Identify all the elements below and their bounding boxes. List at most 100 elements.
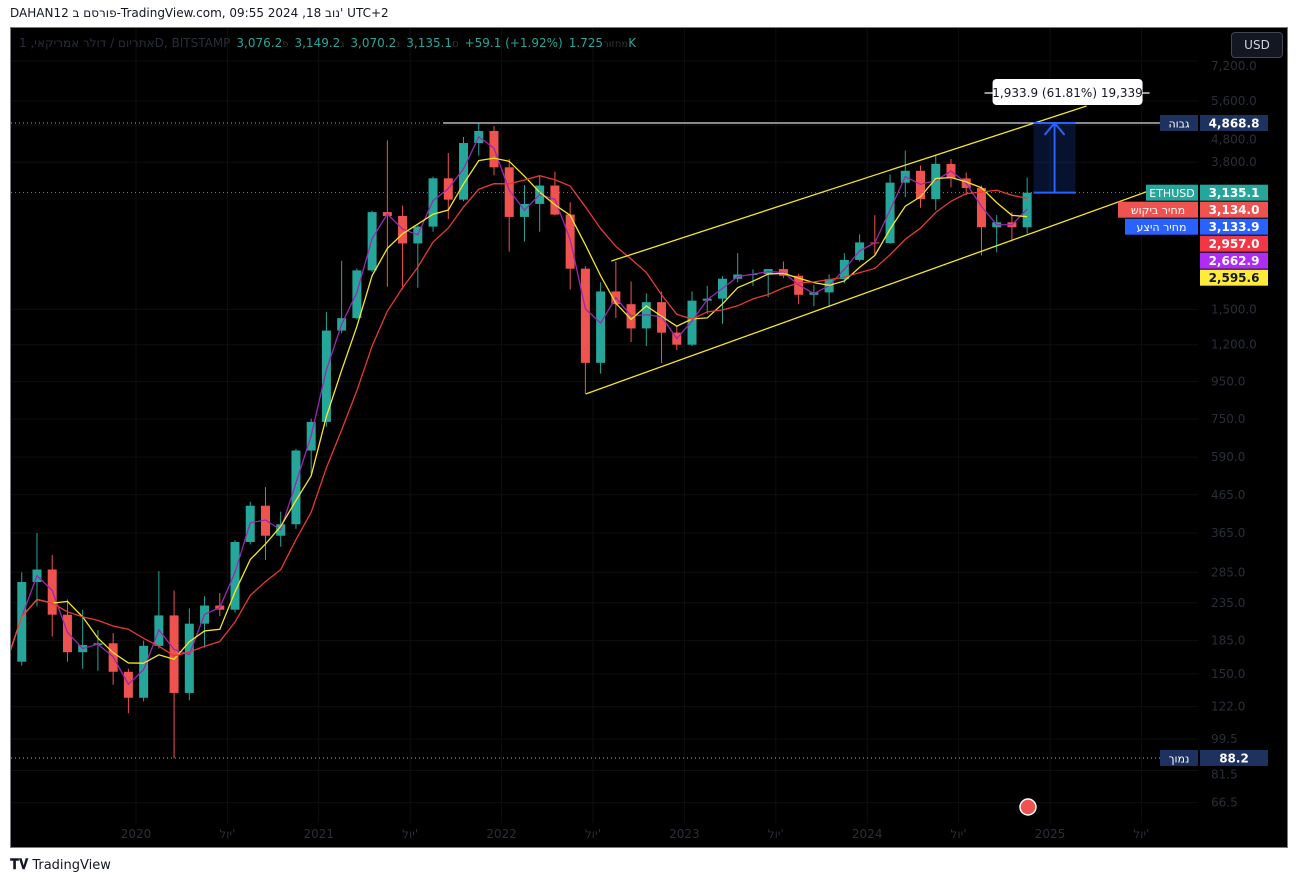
candle-body [17, 582, 27, 662]
price-label-value-bg [1200, 749, 1268, 766]
close-key: ס [452, 39, 459, 50]
y-tick-label: 1,500.0 [1211, 302, 1257, 316]
x-tick-label: יול' [585, 827, 601, 841]
ma-mid-line [11, 157, 1028, 664]
x-tick-label: 2022 [486, 827, 517, 841]
price-label-value-bg [1200, 218, 1268, 235]
candle [504, 158, 514, 252]
price-label-value-bg [1200, 235, 1268, 252]
candle-body [580, 268, 590, 363]
candle [139, 640, 149, 702]
y-tick-label: 235.0 [1211, 596, 1245, 610]
candle [93, 629, 103, 671]
y-tick-label: 365.0 [1211, 526, 1245, 540]
price-label-name-bg [1125, 218, 1198, 235]
x-tick-label: יול' [768, 827, 784, 841]
y-tick-label: 465.0 [1211, 488, 1245, 502]
candle [78, 609, 88, 669]
symbol-description[interactable]: אתריום / דולר אמריקאי, 1D, BITSTAMP [19, 36, 231, 50]
volume-value: 1.725K [568, 36, 637, 50]
candle-body [139, 645, 149, 698]
price-label: 3,135.1 ETHUSD [1146, 184, 1268, 201]
price-label-name: נמוך [1169, 752, 1190, 765]
y-tick-label: 122.0 [1211, 700, 1245, 714]
grid-layer [11, 28, 1199, 823]
currency-button[interactable]: USD [1231, 32, 1283, 58]
candle [916, 165, 926, 208]
candle [1007, 212, 1017, 242]
price-label-value: 3,135.1 [1209, 186, 1260, 200]
us-flag-event-icon[interactable] [1019, 798, 1037, 816]
candle-body [352, 270, 362, 319]
y-tick-label: 950.0 [1211, 375, 1245, 389]
price-label-value-bg [1200, 201, 1268, 218]
price-label: 88.2 נמוך [1160, 749, 1268, 766]
candle [1022, 177, 1032, 234]
publish-caption: DAHAN12 פורסם ב-TradingView.com, 09:55 2… [10, 6, 389, 20]
chart-pane[interactable]: 7,200.0 5,600.0 4,800.0 3,800.0 1,500.0 1,200… [10, 27, 1288, 848]
candle [809, 284, 819, 307]
price-label: 2,662.9 [1200, 252, 1268, 269]
volume-key: מחזור [603, 39, 629, 50]
candle [428, 176, 438, 232]
price-label: 3,134.0 מחיר ביקוש [1118, 201, 1268, 218]
x-tick-label: 2020 [121, 827, 152, 841]
price-label-name-bg [1146, 184, 1198, 201]
price-chart[interactable]: 7,200.0 5,600.0 4,800.0 3,800.0 1,500.0 1,200… [11, 28, 1288, 848]
candle-body [931, 163, 941, 200]
open-key: פ [282, 39, 289, 50]
x-tick-label: 2024 [852, 827, 883, 841]
candle [733, 253, 743, 283]
y-tick-label: 7,200.0 [1211, 59, 1257, 73]
candle [535, 176, 545, 232]
candle [260, 487, 270, 560]
candle [337, 260, 347, 334]
y-tick-label: 66.5 [1211, 796, 1238, 810]
candle-body [230, 542, 240, 610]
low-value: 3,070.2 [350, 36, 397, 50]
ma-slow-line [11, 175, 1028, 657]
y-tick-label: 1,200.0 [1211, 338, 1257, 352]
x-tick-label: יול' [951, 827, 967, 841]
x-tick-label: יול' [219, 827, 235, 841]
x-tick-label: 2021 [304, 827, 335, 841]
candle-body [596, 291, 606, 363]
candle-body [459, 143, 469, 200]
price-label-name: גבוה [1168, 118, 1190, 131]
price-label-value-bg [1200, 269, 1268, 286]
price-label: 2,595.6 [1200, 269, 1268, 286]
candle [215, 593, 225, 617]
channel-upper-line [611, 105, 1087, 262]
price-label-value: 2,595.6 [1209, 271, 1260, 285]
tradingview-logo[interactable]: 𝐓𝐕 TradingView [10, 857, 111, 873]
candle [169, 590, 179, 759]
candle-body [291, 450, 301, 525]
candle [367, 210, 377, 272]
x-tick-label: 2025 [1035, 827, 1066, 841]
price-label-value: 2,662.9 [1209, 254, 1260, 268]
candle [32, 533, 42, 607]
y-tick-label: 4,800.0 [1211, 132, 1257, 146]
candle [931, 155, 941, 211]
change-value: +59.1 (+1.92%) [464, 36, 563, 50]
price-label-name-bg [1160, 749, 1198, 766]
high-value: 3,149.2 [294, 36, 341, 50]
candle [17, 572, 27, 666]
candle [230, 540, 240, 613]
price-label-value-bg [1200, 252, 1268, 269]
price-label-value-bg [1200, 184, 1268, 201]
candle-body [367, 212, 377, 271]
y-tick-label: 285.0 [1211, 565, 1245, 579]
price-label-name: ETHUSD [1149, 187, 1194, 200]
candle [657, 291, 667, 363]
candle-body [62, 614, 72, 653]
y-tick-label: 5,600.0 [1211, 94, 1257, 108]
price-label-value-bg [1200, 115, 1268, 131]
candle [596, 282, 606, 374]
candle-body [169, 615, 179, 693]
low-key: נ [396, 39, 401, 50]
x-tick-label: יול' [402, 827, 418, 841]
price-label-value: 3,133.9 [1209, 220, 1260, 234]
candle [291, 448, 301, 529]
channel-lower-line [585, 186, 1160, 395]
